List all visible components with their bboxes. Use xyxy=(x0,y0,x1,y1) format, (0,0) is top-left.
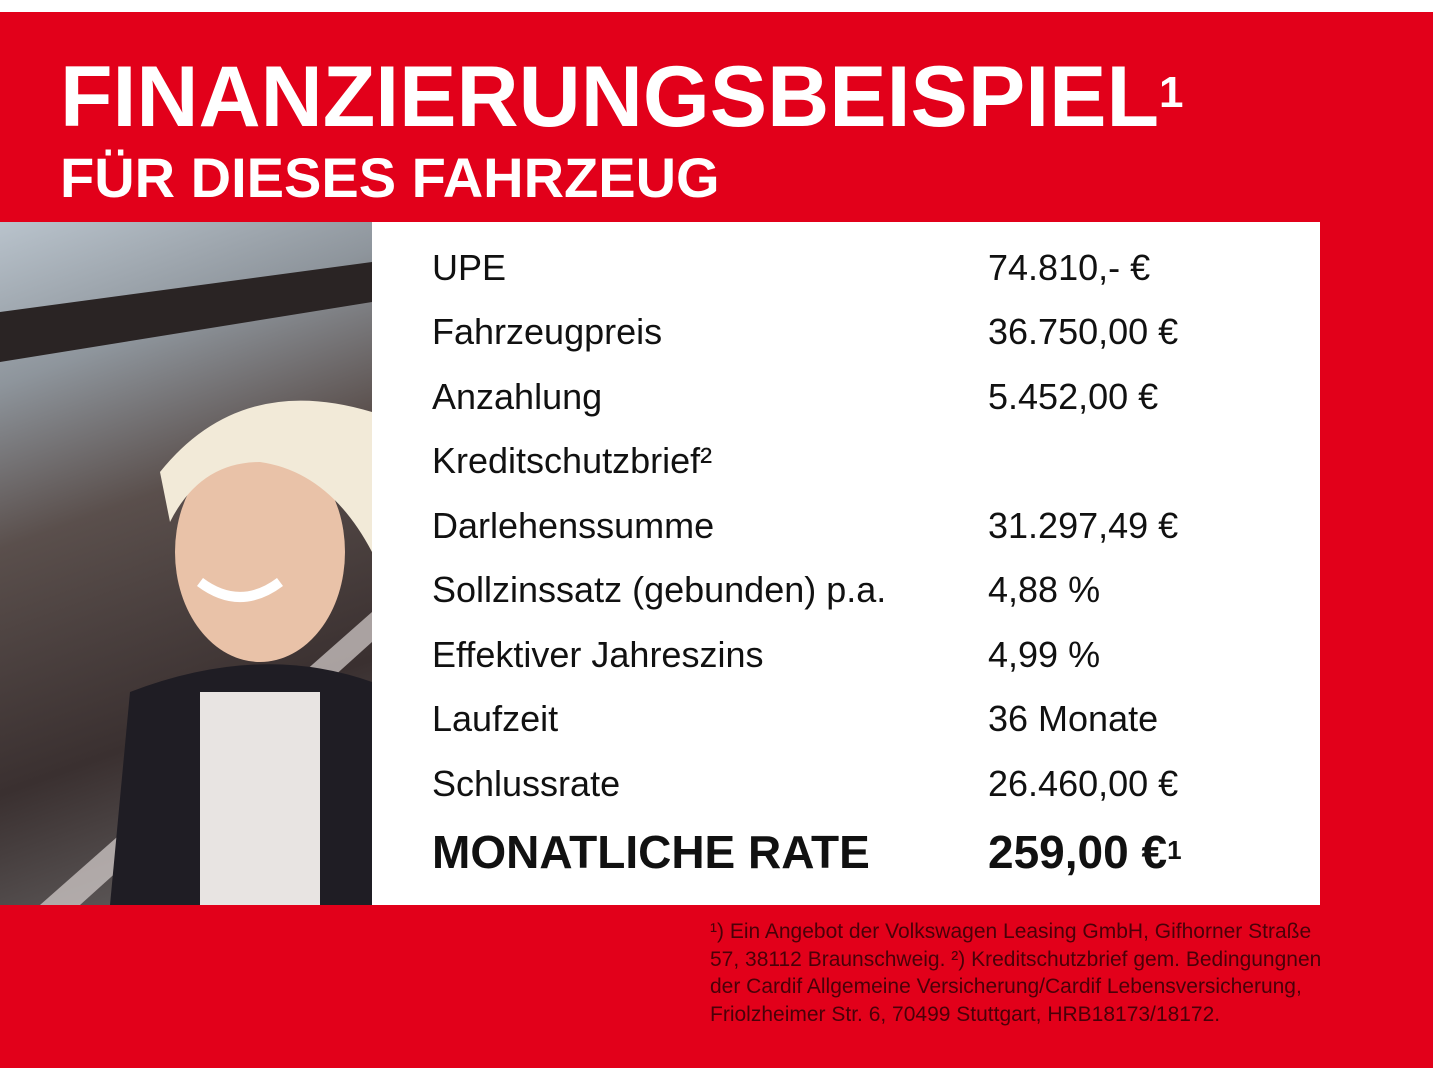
table-row: Darlehenssumme 31.297,49 € xyxy=(432,494,1312,558)
row-label: Fahrzeugpreis xyxy=(432,311,663,352)
total-value: 259,00 €1 xyxy=(988,820,1182,884)
row-value: 36.750,00 € xyxy=(988,311,1179,352)
page-subtitle: FÜR DIESES FAHRZEUG xyxy=(60,146,720,209)
photo-illustration xyxy=(0,262,372,905)
row-label: Darlehenssumme xyxy=(432,505,715,546)
table-row: Kreditschutzbrief² xyxy=(432,429,1312,493)
total-footnote-mark: 1 xyxy=(1167,835,1182,865)
row-label: Kreditschutzbrief² xyxy=(432,440,713,481)
row-value: 5.452,00 € xyxy=(988,376,1159,417)
financing-table: UPE 74.810,- € Fahrzeugpreis 36.750,00 € A… xyxy=(372,222,1320,905)
table-row: Sollzinssatz (gebunden) p.a. 4,88 % xyxy=(432,558,1312,622)
row-value: 4,88 % xyxy=(988,569,1101,610)
row-label: Effektiver Jahreszins xyxy=(432,634,764,675)
total-amount: 259,00 € xyxy=(988,826,1168,878)
row-value: 4,99 % xyxy=(988,634,1101,675)
table-row: UPE 74.810,- € xyxy=(432,236,1312,300)
title-text: FINANZIERUNGSBEISPIEL xyxy=(60,49,1159,145)
row-label: Schlussrate xyxy=(432,763,621,804)
table-row: Fahrzeugpreis 36.750,00 € xyxy=(432,300,1312,364)
table-row: Schlussrate 26.460,00 € xyxy=(432,752,1312,816)
page-title: FINANZIERUNGSBEISPIEL1 xyxy=(60,52,1183,142)
table-row: Anzahlung 5.452,00 € xyxy=(432,365,1312,429)
row-value: 26.460,00 € xyxy=(988,763,1179,804)
title-footnote-mark: 1 xyxy=(1158,68,1184,117)
table-row: Laufzeit 36 Monate xyxy=(432,687,1312,751)
row-label: Anzahlung xyxy=(432,376,603,417)
woman-in-car-photo xyxy=(0,222,372,905)
total-label: MONATLICHE RATE xyxy=(432,826,870,878)
footnote: ¹) Ein Angebot der Volkswagen Leasing Gm… xyxy=(710,920,1322,1026)
monthly-rate-row: MONATLICHE RATE 259,00 €1 xyxy=(432,820,1312,884)
table-row: Effektiver Jahreszins 4,99 % xyxy=(432,623,1312,687)
row-label: Sollzinssatz (gebunden) p.a. xyxy=(432,569,887,610)
row-value: 31.297,49 € xyxy=(988,505,1179,546)
row-value: 36 Monate xyxy=(988,698,1159,739)
row-label: UPE xyxy=(432,247,507,288)
row-label: Laufzeit xyxy=(432,698,559,739)
row-value: 74.810,- € xyxy=(988,247,1151,288)
